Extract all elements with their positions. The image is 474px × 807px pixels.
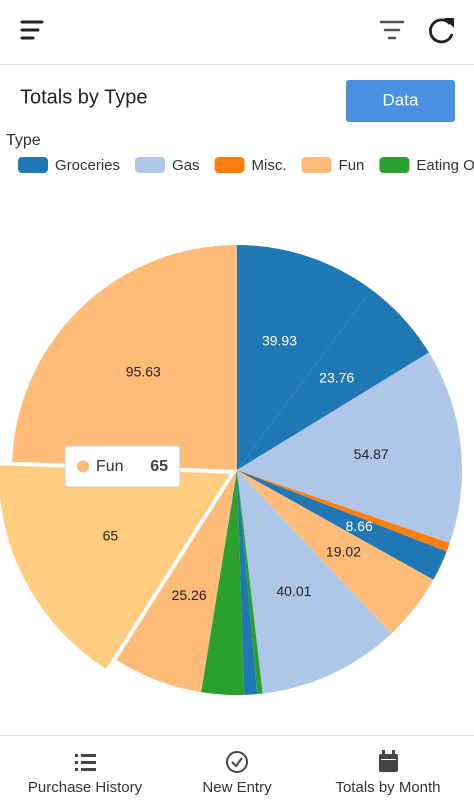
legend-label[interactable]: Gas [172, 157, 200, 174]
pie-slice[interactable] [116, 470, 237, 693]
pie-slice[interactable] [237, 289, 429, 470]
pie-slice[interactable] [237, 245, 372, 470]
pie-slice[interactable] [237, 470, 392, 694]
nav-label[interactable]: Totals by Month [335, 779, 440, 796]
tooltip-swatch [77, 460, 89, 473]
list-icon[interactable] [75, 754, 96, 771]
legend-swatch[interactable] [214, 157, 245, 173]
filter-icon[interactable] [379, 20, 405, 40]
slice-label: 39.93 [262, 333, 297, 349]
legend-label[interactable]: Misc. [252, 157, 287, 174]
bottom-nav: Purchase History New Entry Totals by Month [28, 779, 441, 796]
pie-slice[interactable] [12, 245, 237, 470]
check-icon[interactable] [226, 751, 248, 773]
pie-slice[interactable] [237, 352, 462, 544]
legend-label[interactable]: Groceries [55, 157, 120, 174]
slice-label: 95.63 [126, 363, 161, 379]
legend-label[interactable]: Fun [339, 157, 365, 174]
refresh-icon[interactable] [429, 18, 454, 44]
tooltip-category: Fun [96, 458, 124, 475]
tooltip-value: 65 [150, 458, 168, 475]
legend-swatch[interactable] [18, 157, 48, 173]
nav-label[interactable]: Purchase History [28, 779, 143, 796]
nav-label[interactable]: New Entry [202, 779, 272, 796]
tooltip-box [64, 445, 181, 488]
pie-slice[interactable] [237, 470, 447, 580]
pie-slice[interactable] [201, 470, 245, 695]
slice-label: 25.26 [172, 587, 207, 603]
slice-label: 8.66 [345, 518, 372, 534]
slice-label: 23.76 [319, 370, 354, 386]
slice-label: 54.87 [354, 446, 389, 462]
slice-label: 19.02 [326, 544, 361, 560]
legend-swatch[interactable] [301, 157, 332, 173]
tooltip: Fun 65 [64, 445, 181, 488]
legend: Groceries Gas Misc. Fun Eating Out [18, 157, 474, 174]
pie-slice[interactable] [237, 470, 263, 695]
data-button[interactable]: Data [346, 80, 455, 122]
pie-slice[interactable] [0, 465, 230, 669]
legend-swatch[interactable] [379, 157, 410, 173]
slice-label: 40.01 [276, 583, 311, 599]
pie: 39.93 23.76 54.87 8.66 19.02 40.01 25.26 65 95.6… [0, 245, 462, 695]
page-title: Totals by Type [20, 86, 147, 108]
legend-title: Type [6, 132, 41, 149]
pie-slice[interactable] [237, 470, 450, 552]
button-bg[interactable] [346, 80, 455, 122]
slice-label: 65 [103, 527, 119, 543]
button-label[interactable]: Data [383, 90, 419, 109]
legend-swatch[interactable] [135, 157, 166, 173]
legend-label[interactable]: Eating Out [416, 157, 474, 174]
menu-icon[interactable] [20, 20, 44, 40]
calendar-icon[interactable] [379, 750, 398, 772]
pie-slice[interactable] [237, 470, 434, 634]
pie-slice[interactable] [237, 470, 258, 695]
